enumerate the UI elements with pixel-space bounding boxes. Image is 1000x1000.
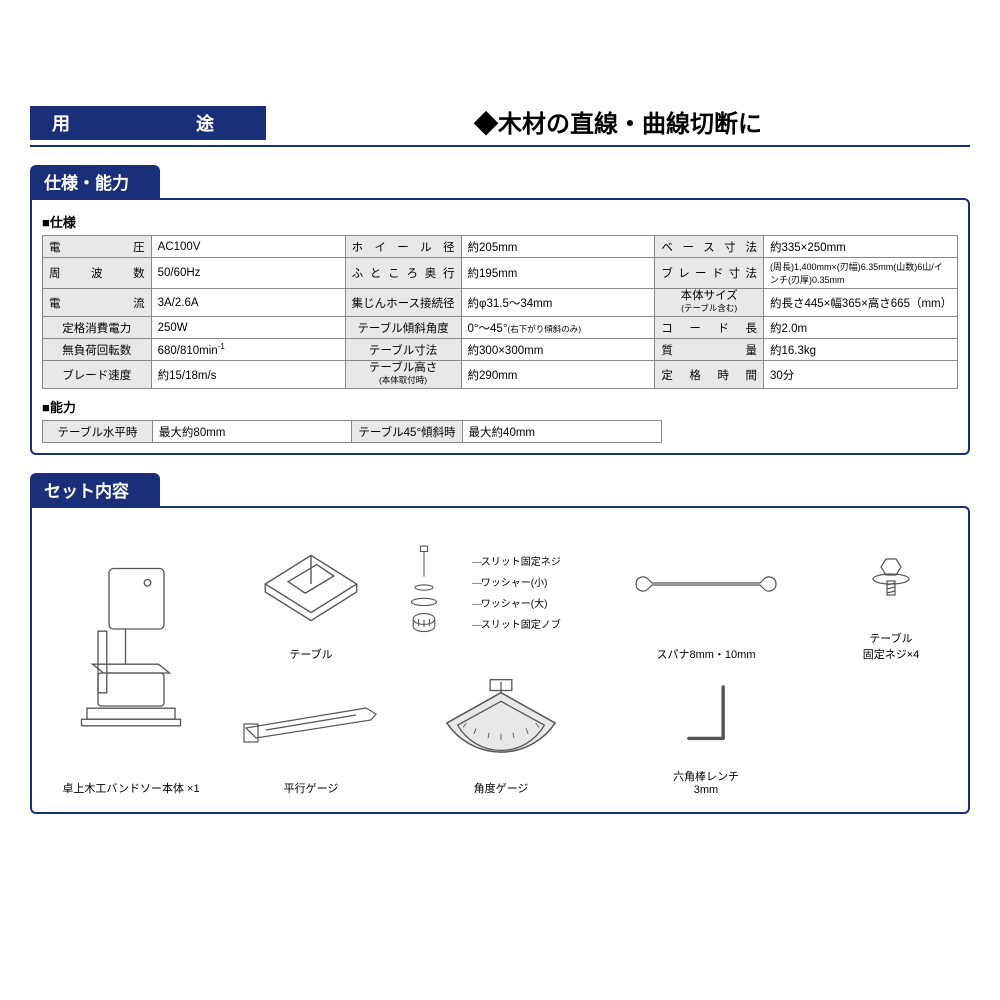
spec-label: 質 量 [655, 339, 764, 361]
ability-label: テーブル水平時 [43, 421, 153, 443]
spec-value: 約長さ445×幅365×高さ665（mm） [763, 289, 957, 317]
spec-value: 3A/2.6A [151, 289, 345, 317]
spec-value: 約φ31.5～34mm [461, 289, 655, 317]
purpose-section: 用 途 ◆木材の直線・曲線切断に [30, 100, 970, 147]
spec-header: 仕様・能力 [30, 165, 160, 198]
spec-value: 約16.3kg [763, 339, 957, 361]
spanner-icon [626, 569, 786, 599]
set-label-spanner: スパナ8mm・10mm [656, 646, 755, 662]
ability-table: テーブル水平時最大約80mmテーブル45°傾斜時最大約40mm [42, 420, 662, 443]
set-header: セット内容 [30, 473, 160, 506]
purpose-text: ◆木材の直線・曲線切断に [266, 100, 970, 145]
spec-label: テーブル高さ(本体取付時) [345, 361, 461, 389]
spec-label: テーブル傾斜角度 [345, 317, 461, 339]
set-item-hardware: スリット固定ネジワッシャー(小) ワッシャー(大) スリット固定ノブ [406, 522, 596, 662]
spec-label: 定 格 時 間 [655, 361, 764, 389]
spec-label: 本体サイズ(テーブル含む) [655, 289, 764, 317]
spec-label: テーブル寸法 [345, 339, 461, 361]
screw-icon [861, 551, 921, 601]
spec-value: 0°～45°(右下がり傾斜のみ) [461, 317, 655, 339]
hardware-callout: スリット固定ネジ [472, 553, 561, 568]
spec-table: 電 圧AC100Vホイール径約205mmベース寸法約335×250mm 周 波 数… [42, 235, 958, 389]
spec-value: 約290mm [461, 361, 655, 389]
spec-label: 定格消費電力 [43, 317, 152, 339]
set-item-hex: 六角棒レンチ 3mm [606, 666, 806, 796]
spec-value: 250W [151, 317, 345, 339]
spec-section: 仕様・能力 ■仕様 電 圧AC100Vホイール径約205mmベース寸法約335×… [30, 165, 970, 455]
set-label-parallel: 平行ゲージ [284, 780, 339, 796]
hardware-icon [406, 537, 442, 647]
set-label-screw: テーブル 固定ネジ×4 [863, 630, 920, 662]
set-label-main: 卓上木工バンドソー本体 ×1 [62, 780, 199, 796]
spec-value: 約195mm [461, 258, 655, 289]
spec-value: 50/60Hz [151, 258, 345, 289]
ability-label: テーブル45°傾斜時 [352, 421, 462, 443]
spec-value: 約15/18m/s [151, 361, 345, 389]
set-section: セット内容 卓上木工バンドソー本体 ×1 [30, 473, 970, 814]
bandsaw-icon [76, 551, 186, 751]
ability-value: 最大約40mm [462, 421, 661, 443]
set-label-angle: 角度ゲージ [474, 780, 529, 796]
spec-label: ブレード寸法 [655, 258, 764, 289]
spec-value: 約335×250mm [763, 236, 957, 258]
spec-value: 約205mm [461, 236, 655, 258]
spec-label: 無負荷回転数 [43, 339, 152, 361]
spec-label: 電 流 [43, 289, 152, 317]
hardware-callouts: スリット固定ネジワッシャー(小) ワッシャー(大) スリット固定ノブ [442, 553, 561, 631]
ability-subheading: ■能力 [42, 397, 958, 416]
spec-label: 周 波 数 [43, 258, 152, 289]
set-item-parallel: 平行ゲージ [226, 666, 396, 796]
set-label-hex: 六角棒レンチ 3mm [673, 768, 739, 796]
set-item-main: 卓上木工バンドソー本体 ×1 [46, 522, 216, 796]
spec-value: 約2.0m [763, 317, 957, 339]
hex-wrench-icon [676, 677, 736, 757]
spec-value: 30分 [763, 361, 957, 389]
purpose-label: 用 途 [30, 106, 266, 140]
table-icon [251, 544, 371, 624]
spec-value: 約300×300mm [461, 339, 655, 361]
spec-label: ふところ奥行 [345, 258, 461, 289]
spec-label: ブレード速度 [43, 361, 152, 389]
set-item-angle: 角度ゲージ [406, 666, 596, 796]
parallel-gauge-icon [236, 698, 386, 748]
hardware-callout: スリット固定ノブ [472, 616, 561, 631]
hardware-callout: ワッシャー(大) [472, 595, 547, 610]
set-label-table: テーブル [289, 646, 332, 662]
ability-value: 最大約80mm [152, 421, 351, 443]
spec-subheading: ■仕様 [42, 212, 958, 231]
angle-gauge-icon [436, 678, 566, 768]
spec-label: コ ー ド 長 [655, 317, 764, 339]
spec-value: 680/810min-1 [151, 339, 345, 361]
spec-value: AC100V [151, 236, 345, 258]
spec-label: ベース寸法 [655, 236, 764, 258]
set-item-table: テーブル [226, 522, 396, 662]
set-item-screw: テーブル 固定ネジ×4 [816, 522, 966, 662]
spec-label: ホイール径 [345, 236, 461, 258]
spec-label: 電 圧 [43, 236, 152, 258]
spec-label: 集じんホース接続径 [345, 289, 461, 317]
hardware-callout: ワッシャー(小) [472, 574, 547, 589]
spec-value: (周長)1,400mm×(刃幅)6.35mm(山数)6山/インチ(刃厚)0.35… [763, 258, 957, 289]
set-item-spanner: スパナ8mm・10mm [606, 522, 806, 662]
